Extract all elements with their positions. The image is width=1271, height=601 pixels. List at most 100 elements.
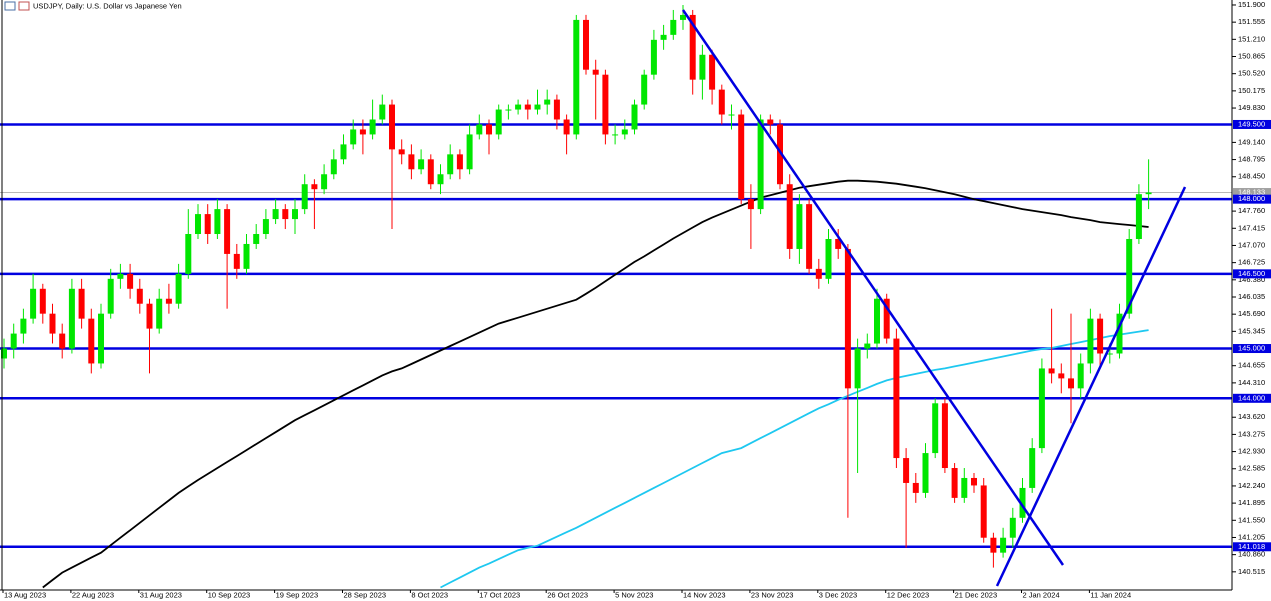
candle-body [156, 298, 163, 329]
candle-body [592, 69, 599, 75]
candle-body [466, 134, 473, 170]
candle-body [718, 89, 725, 115]
candle-body [689, 14, 696, 80]
candle-body [476, 124, 483, 135]
candle-body [728, 114, 735, 116]
candle-body [350, 129, 357, 145]
candle-body [1126, 238, 1133, 314]
candle-body [447, 154, 454, 175]
candle-body [175, 273, 182, 304]
candle-body [136, 288, 143, 304]
y-tick-label: 148.795 [1238, 155, 1265, 164]
x-tick-label: 8 Oct 2023 [411, 590, 448, 599]
level-label: 145.000 [1238, 344, 1265, 353]
candle-body [747, 199, 754, 210]
level-tag [1233, 194, 1271, 204]
candle-body [233, 253, 240, 269]
candle-body [932, 403, 939, 454]
candle-body [650, 39, 657, 75]
x-tick-label: 21 Dec 2023 [955, 590, 998, 599]
candle-body [1087, 318, 1094, 364]
candle-body [1000, 537, 1007, 553]
moving-average [42, 179, 1149, 589]
candle-body [437, 174, 444, 185]
candle-body [1116, 313, 1123, 354]
trendline [995, 186, 1187, 587]
window-icon [18, 1, 30, 11]
candle-body [709, 54, 716, 90]
candle-body [1058, 373, 1065, 379]
candle-body [515, 104, 522, 110]
candle-body [49, 313, 56, 334]
level-tag [1233, 542, 1271, 552]
moving-average-layer [42, 179, 1149, 589]
candle-body [854, 348, 861, 389]
candle-body [961, 477, 968, 498]
candle-body [505, 109, 512, 111]
candle-body [340, 144, 347, 160]
candle-body [165, 298, 172, 304]
candle-body [544, 99, 551, 105]
candle-body [408, 154, 415, 170]
candle-body [825, 238, 832, 279]
candle-body [641, 74, 648, 105]
candle-body [224, 209, 231, 254]
y-tick-label: 145.345 [1238, 326, 1265, 335]
last-price-label: 148.133 [1238, 188, 1265, 197]
level-label: 144.000 [1238, 393, 1265, 402]
candle-body [117, 273, 124, 279]
candle-body [292, 209, 298, 220]
trendlines [681, 9, 1187, 587]
candle-body [321, 174, 328, 190]
candle-body [903, 458, 910, 483]
x-tick-label: 5 Nov 2023 [615, 590, 653, 599]
candle-body [98, 313, 104, 364]
candle-body [980, 485, 987, 538]
candle-body [486, 124, 492, 135]
y-tick-label: 150.175 [1238, 86, 1265, 95]
candle-body [1068, 378, 1074, 389]
candle-body [941, 403, 948, 469]
x-tick-label: 22 Aug 2023 [72, 590, 114, 599]
candle-body [990, 537, 997, 553]
candle-body [456, 154, 463, 170]
level-tag [1233, 269, 1271, 279]
candle-body [88, 318, 95, 364]
candle-body [844, 248, 851, 389]
candle-body [786, 184, 793, 249]
x-tick-label: 11 Jan 2024 [1090, 590, 1131, 599]
candle-body [951, 468, 958, 498]
candle-body [670, 19, 677, 35]
y-tick-label: 151.555 [1238, 17, 1265, 26]
x-tick-label: 31 Aug 2023 [140, 590, 182, 599]
y-tick-label: 150.520 [1238, 69, 1265, 78]
y-tick-label: 140.860 [1238, 550, 1265, 559]
candle-body [874, 298, 880, 344]
candle-body [379, 104, 386, 120]
symbol-icon [4, 1, 16, 11]
candle-body [359, 129, 366, 135]
x-tick-label: 3 Dec 2023 [819, 590, 857, 599]
y-tick-label: 149.140 [1238, 137, 1265, 146]
candle-body [398, 149, 405, 155]
candle-body [1, 348, 7, 359]
candle-body [272, 209, 279, 220]
level-label: 141.018 [1238, 542, 1265, 551]
candle-body [10, 333, 17, 349]
candle-body [59, 333, 66, 349]
y-tick-label: 143.620 [1238, 412, 1265, 421]
candle-body [204, 214, 211, 235]
moving-average [440, 329, 1149, 589]
candle-body [757, 119, 764, 210]
x-tick-label: 19 Sep 2023 [276, 590, 319, 599]
candle-body [301, 184, 308, 210]
candle-body [680, 14, 686, 20]
y-tick-label: 147.760 [1238, 206, 1265, 215]
candle-body [796, 204, 803, 249]
candle-body [389, 104, 395, 150]
candle-body [1106, 353, 1113, 355]
candle-body [971, 477, 977, 486]
y-tick-label: 146.035 [1238, 292, 1265, 301]
